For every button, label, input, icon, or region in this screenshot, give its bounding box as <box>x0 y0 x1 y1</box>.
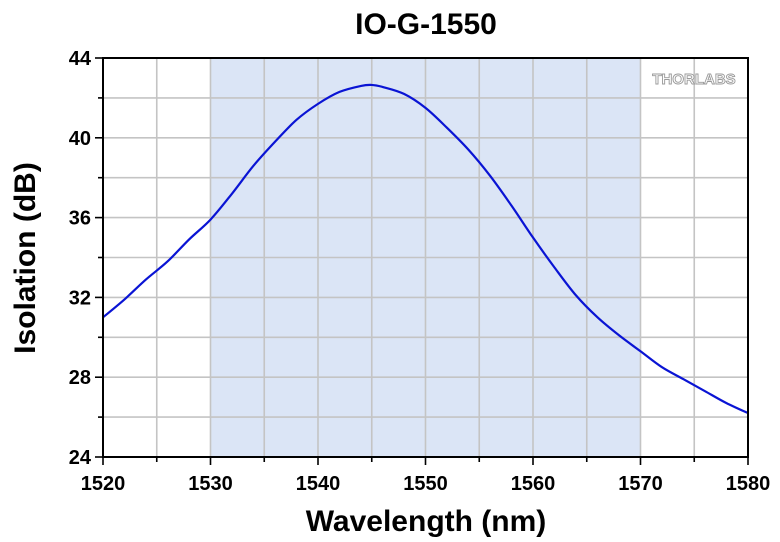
x-tick-labels: 1520 1530 1540 1550 1560 1570 1580 <box>81 473 771 495</box>
x-tick-label: 1550 <box>403 473 448 495</box>
x-tick-label: 1570 <box>618 473 663 495</box>
axis-ticks <box>95 57 749 465</box>
y-tick-label: 24 <box>69 447 92 469</box>
thorlabs-watermark: THORLABS <box>652 71 735 88</box>
x-tick-label: 1540 <box>296 473 341 495</box>
y-tick-labels: 24 28 32 36 40 44 <box>69 48 92 469</box>
series-line <box>102 83 749 415</box>
y-axis-label: Isolation (dB) <box>9 162 42 354</box>
x-tick-label: 1530 <box>188 473 233 495</box>
y-tick-label: 44 <box>69 48 92 70</box>
y-tick-label: 28 <box>69 367 91 389</box>
x-tick-label: 1580 <box>726 473 771 495</box>
x-tick-label: 1520 <box>81 473 126 495</box>
y-tick-label: 32 <box>69 287 91 309</box>
grid <box>103 58 748 457</box>
y-tick-label: 36 <box>69 208 91 230</box>
x-tick-label: 1560 <box>511 473 556 495</box>
x-axis-label: Wavelength (nm) <box>306 505 547 538</box>
y-tick-label: 40 <box>69 128 91 150</box>
chart-title: IO-G-1550 <box>355 8 497 41</box>
